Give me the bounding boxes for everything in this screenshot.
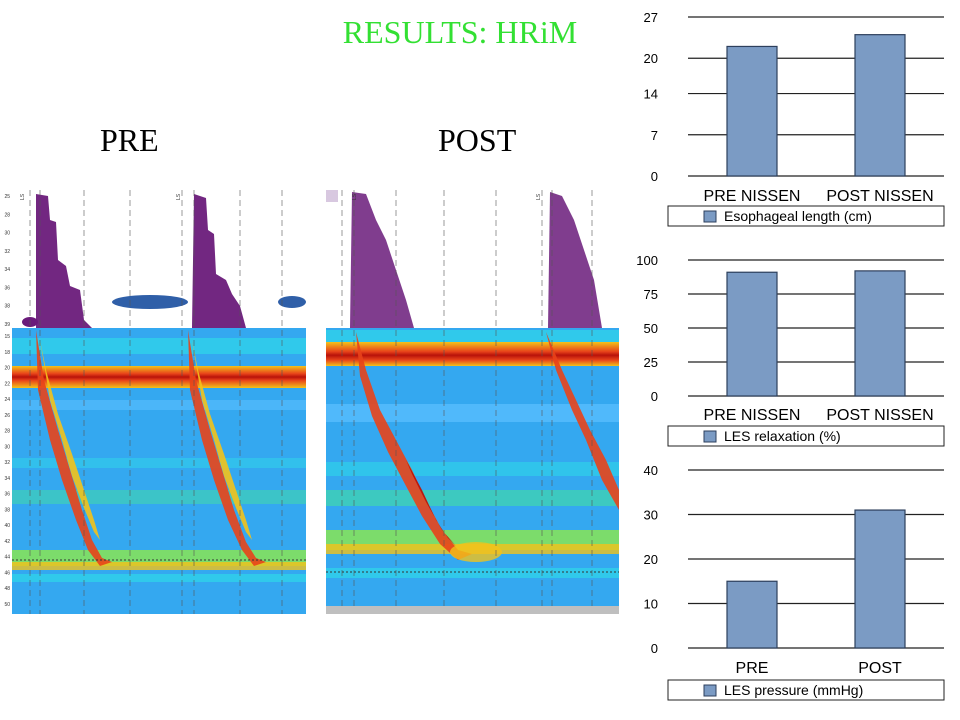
- category-label: POST NISSEN: [826, 188, 933, 205]
- depth-tick-label: 40: [4, 523, 10, 529]
- y-tick-label: 30: [644, 508, 658, 523]
- category-label: PRE: [736, 660, 769, 677]
- hrm-plot-post: LS LS: [326, 190, 619, 614]
- bar-chart-esophageal-length: 0 7 14 20 27 PRE NISSEN POST NISSEN Esophageal …: [644, 10, 945, 227]
- pressure-section: [12, 328, 306, 614]
- depth-tick-label: 26: [4, 413, 10, 419]
- impedance-section: [326, 190, 619, 328]
- depth-tick-label: 42: [4, 539, 10, 545]
- depth-tick-label: 46: [4, 570, 10, 576]
- pressure-section: [326, 328, 619, 614]
- y-tick-label: 25: [644, 355, 658, 370]
- bar: [854, 509, 906, 649]
- legend-swatch: [703, 210, 717, 223]
- depth-tick-label: 50: [4, 602, 10, 608]
- ls-marker-label: LS: [176, 193, 182, 200]
- y-tick-label: 50: [644, 321, 658, 336]
- depth-tick-label: 28: [4, 212, 10, 218]
- time-markers: [29, 190, 283, 614]
- depth-tick-label: 30: [4, 444, 10, 450]
- depth-tick-label: 44: [4, 555, 10, 561]
- depth-axis: 25 28 30 32 34 36 38 39 15 18 20 22 24 26 28 30 32 34 36 38…: [4, 194, 10, 608]
- depth-tick-label: 25: [4, 194, 10, 200]
- y-tick-label: 10: [644, 597, 658, 612]
- bar-chart-les-relaxation: 0 25 50 75 100 PRE NISSEN POST NISSEN LES relax…: [636, 253, 945, 447]
- y-tick-label: 0: [651, 641, 658, 656]
- depth-tick-label: 36: [4, 492, 10, 498]
- legend-box: [667, 679, 945, 701]
- hrm-plot-pre: LS LS 25 28 30 32 34 36 38 39 15 18 20 22 24 26 28 30 32…: [4, 190, 306, 614]
- category-label: PRE NISSEN: [704, 407, 801, 424]
- legend-box: [667, 205, 945, 227]
- depth-tick-label: 32: [4, 249, 10, 255]
- bar: [726, 45, 778, 177]
- depth-tick-label: 34: [4, 267, 10, 273]
- depth-tick-label: 20: [4, 366, 10, 372]
- category-label: PRE NISSEN: [704, 188, 801, 205]
- y-tick-label: 7: [651, 128, 658, 143]
- depth-tick-label: 32: [4, 460, 10, 466]
- legend-box: [667, 425, 945, 447]
- y-tick-label: 14: [644, 87, 658, 102]
- depth-tick-label: 28: [4, 429, 10, 435]
- bar-chart-les-pressure: 0 10 20 30 40 PRE POST LES pressure (mmHg): [644, 463, 945, 701]
- legend-swatch: [703, 684, 717, 697]
- depth-tick-label: 18: [4, 350, 10, 356]
- panel-label-post: POST: [438, 122, 517, 158]
- y-tick-label: 40: [644, 463, 658, 478]
- depth-tick-label: 36: [4, 285, 10, 291]
- depth-tick-label: 38: [4, 507, 10, 513]
- y-tick-label: 27: [644, 10, 658, 25]
- bar: [854, 270, 906, 397]
- legend-label: LES relaxation (%): [724, 428, 841, 444]
- legend-label: LES pressure (mmHg): [724, 682, 863, 698]
- ls-marker-label: LS: [20, 193, 26, 200]
- depth-tick-label: 34: [4, 476, 10, 482]
- bar: [726, 271, 778, 397]
- les-high-pressure-band: [12, 366, 306, 388]
- ls-marker-label: LS: [536, 193, 542, 200]
- legend-swatch: [703, 430, 717, 443]
- depth-tick-label: 30: [4, 231, 10, 237]
- depth-tick-label: 38: [4, 304, 10, 310]
- depth-tick-label: 15: [4, 334, 10, 340]
- legend-label: Esophageal length (cm): [724, 208, 872, 224]
- panel-label-pre: PRE: [100, 122, 159, 158]
- category-label: POST: [858, 660, 902, 677]
- y-tick-label: 100: [636, 253, 658, 268]
- y-tick-label: 0: [651, 389, 658, 404]
- bar: [854, 34, 906, 177]
- depth-tick-label: 22: [4, 381, 10, 387]
- bar: [726, 580, 778, 649]
- depth-tick-label: 24: [4, 397, 10, 403]
- impedance-section: [12, 190, 306, 328]
- y-tick-label: 0: [651, 169, 658, 184]
- y-tick-label: 75: [644, 287, 658, 302]
- y-tick-label: 20: [644, 51, 658, 66]
- slide-title: RESULTS: HRiM: [342, 14, 578, 50]
- y-tick-label: 20: [644, 552, 658, 567]
- depth-tick-label: 39: [4, 322, 10, 328]
- les-high-pressure-band: [326, 342, 619, 366]
- ls-marker-label: LS: [352, 193, 358, 200]
- category-label: POST NISSEN: [826, 407, 933, 424]
- depth-tick-label: 48: [4, 586, 10, 592]
